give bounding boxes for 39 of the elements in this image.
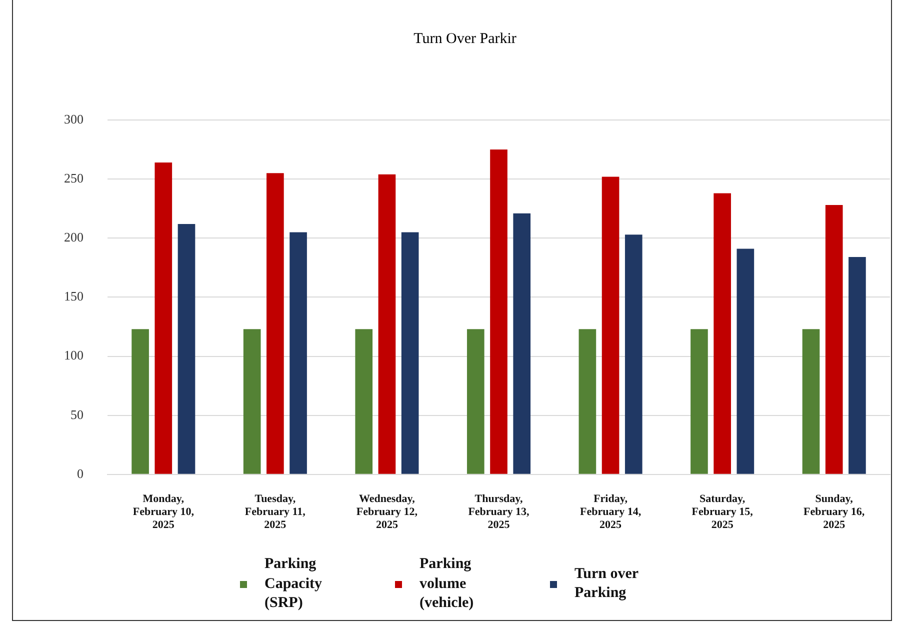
bar xyxy=(132,329,149,474)
bar xyxy=(401,232,419,474)
bar xyxy=(490,150,508,474)
bar xyxy=(466,329,484,474)
y-tick-label: 200 xyxy=(64,230,84,245)
y-tick-label: 250 xyxy=(64,170,84,186)
x-tick-label: Tuesday, February 11, 2025 xyxy=(244,492,306,532)
bar xyxy=(848,257,866,474)
x-tick-label: Friday, February 14, 2025 xyxy=(580,492,642,532)
bar xyxy=(513,213,531,474)
x-tick-label: Sunday, February 16, 2025 xyxy=(804,492,865,532)
bar xyxy=(154,162,172,474)
x-tick-label: Wednesday, February 12, 2025 xyxy=(356,492,418,532)
x-tick-label: Saturday, February 15, 2025 xyxy=(692,492,754,532)
bar xyxy=(355,329,373,474)
bar xyxy=(624,234,642,474)
y-tick-label: 150 xyxy=(64,288,84,304)
bar xyxy=(690,329,708,474)
y-tick-label: 0 xyxy=(77,466,84,481)
bar xyxy=(802,329,820,474)
bar xyxy=(290,232,307,474)
y-tick-label: 50 xyxy=(70,406,84,422)
chart-title: Turn Over Parkir xyxy=(414,30,516,47)
bar xyxy=(243,329,261,474)
x-tick-label: Monday, February 10, 2025 xyxy=(132,492,194,532)
legend-label: Turn over Parking xyxy=(574,564,640,604)
bar xyxy=(714,193,731,474)
bar xyxy=(178,224,196,474)
bar xyxy=(825,205,843,474)
y-tick-label: 300 xyxy=(64,111,84,126)
x-tick-label: Thursday, February 13, 2025 xyxy=(468,492,530,532)
bar xyxy=(378,174,396,474)
y-tick-label: 100 xyxy=(64,348,84,363)
bar xyxy=(578,329,596,474)
bar xyxy=(736,248,754,474)
legend-label: Parking volume (vehicle) xyxy=(420,555,475,613)
bar xyxy=(266,173,284,474)
bar xyxy=(602,176,620,474)
legend-label: Parking Capacity (SRP) xyxy=(264,555,323,613)
